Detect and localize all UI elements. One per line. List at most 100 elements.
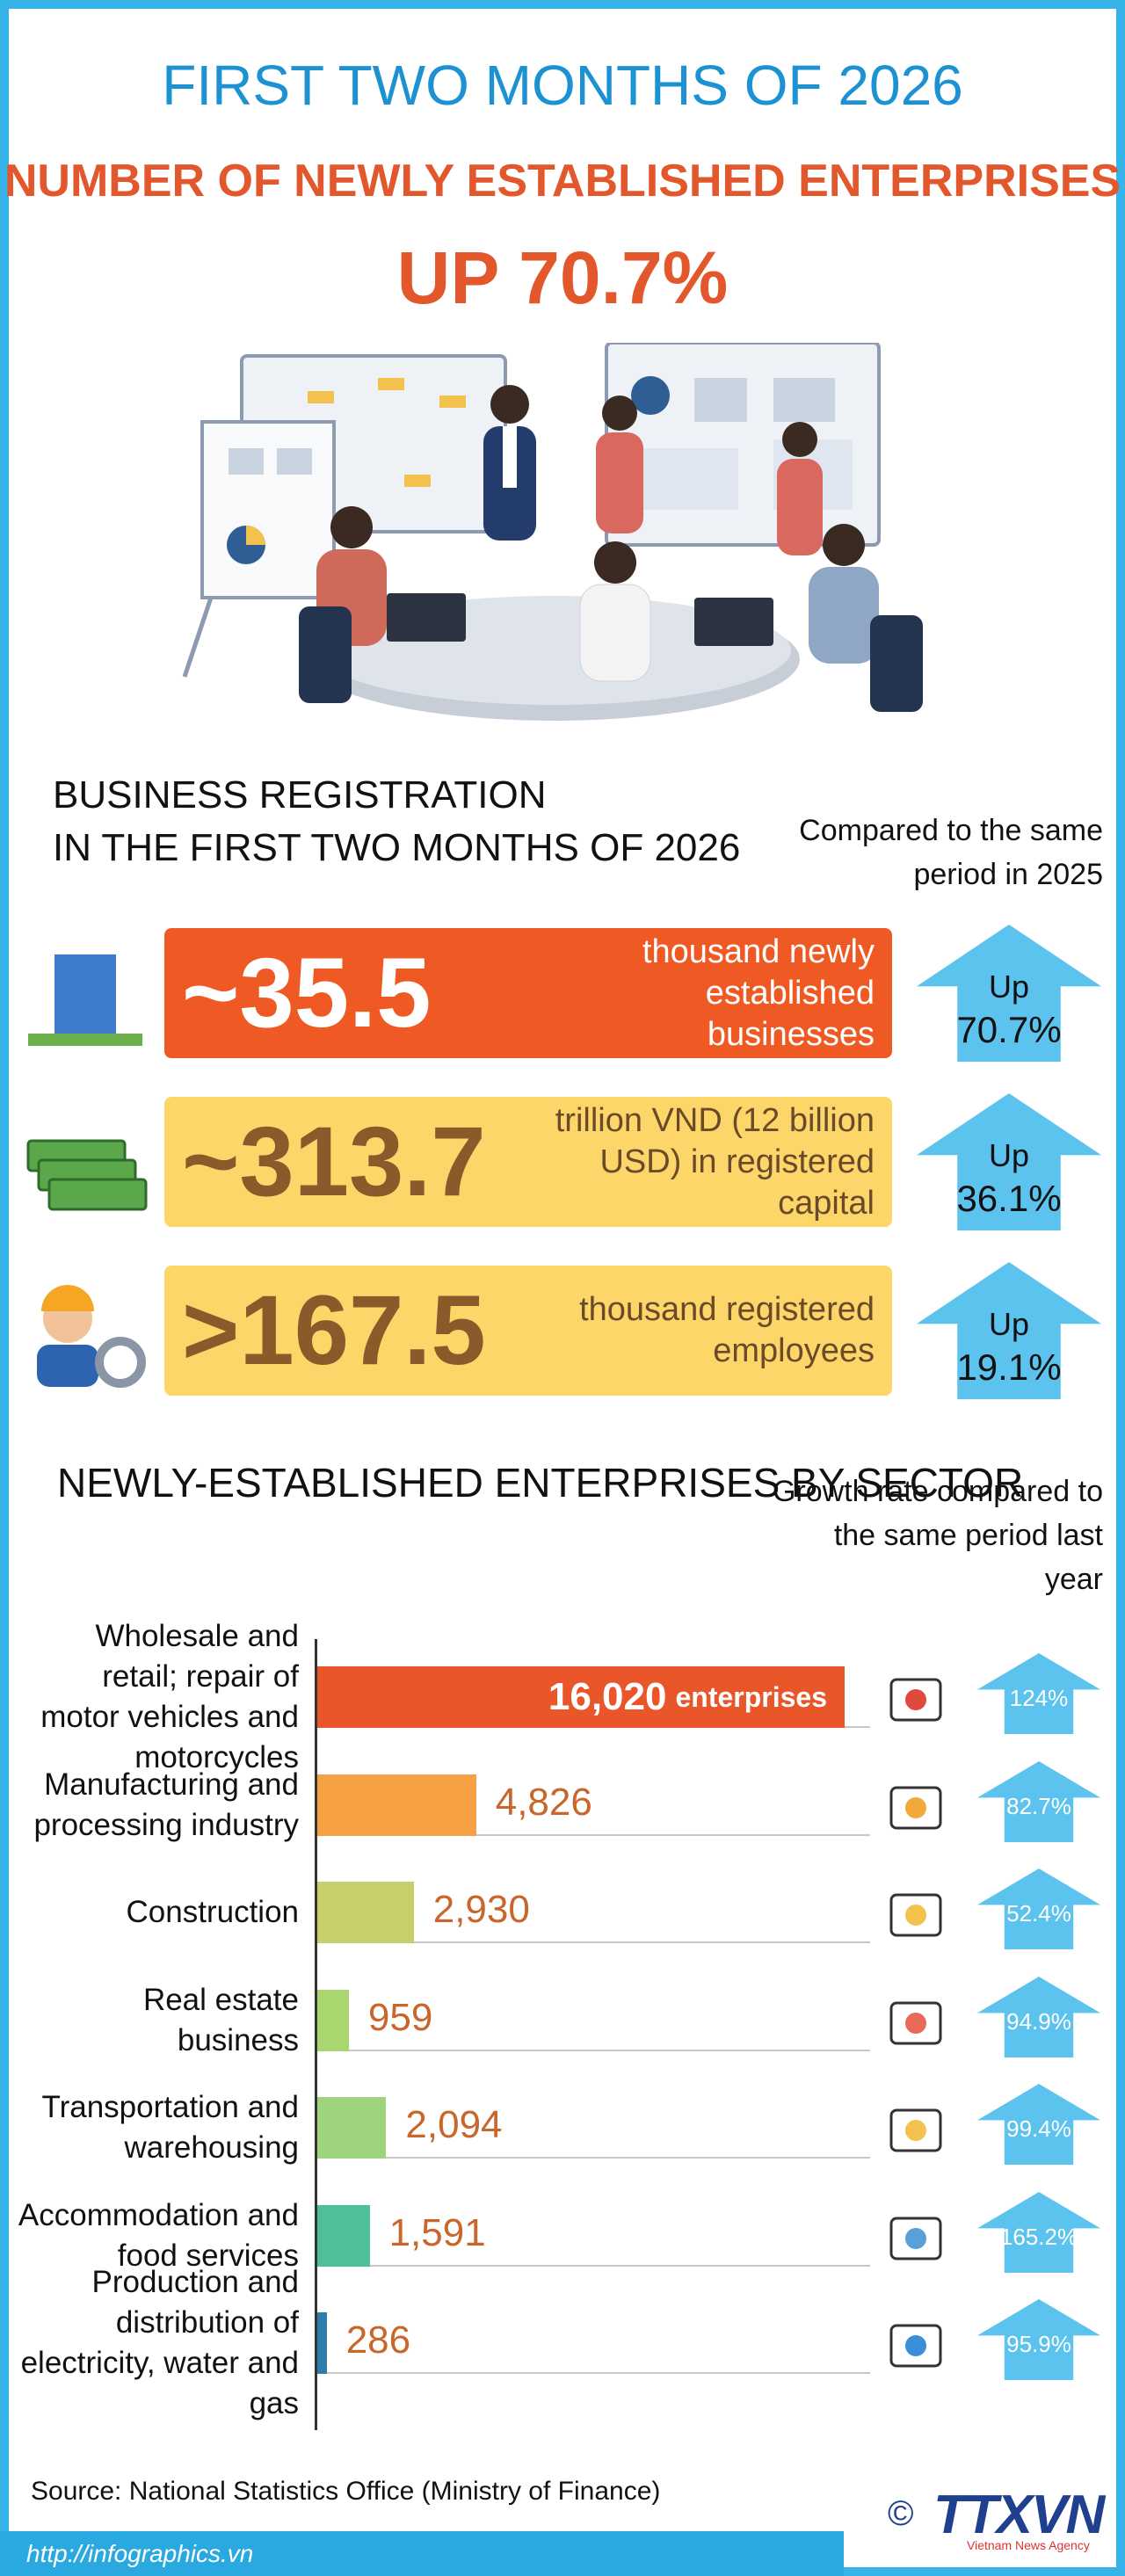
footer-bar: [0, 2531, 844, 2576]
stat-box: >167.5 thousand registered employees: [164, 1266, 892, 1396]
icon-part: [47, 1178, 148, 1211]
value-label: 1,591: [388, 2210, 486, 2254]
arrow-shape: [917, 925, 1101, 1062]
growth-label: 165.2%: [999, 2223, 1078, 2250]
page-highlight: UP 70.7%: [396, 236, 729, 319]
icon-part: [905, 2120, 926, 2141]
value-label: 959: [367, 1995, 433, 2039]
icon-part: [905, 1905, 926, 1926]
guide-line: [386, 2157, 870, 2159]
stat-icon: [28, 954, 142, 1046]
stat-icon: [26, 1139, 148, 1211]
stat-description: trillion VND (12 billion USD) in registe…: [555, 1101, 875, 1222]
change-value: 70.7%: [956, 1009, 1062, 1050]
value-label: 4,826: [495, 1780, 592, 1824]
arrow-shape: [977, 1869, 1100, 1949]
stat-value: ~35.5: [182, 938, 432, 1048]
arrow-shape: [917, 1093, 1101, 1230]
icon-part: [905, 2227, 926, 2249]
sector-icon: [889, 2108, 942, 2152]
icon-part: [905, 1796, 926, 1818]
bar: [317, 2097, 387, 2159]
growth-label: 124%: [1009, 1685, 1069, 1711]
guide-line: [326, 2372, 870, 2374]
stat-icon: [37, 1285, 146, 1388]
guide-line: [348, 2049, 870, 2051]
growth-arrow: [977, 1976, 1100, 2057]
guide-line: [845, 1726, 870, 1728]
value-label: 2,930: [432, 1888, 530, 1931]
arrow-shape: [917, 1262, 1101, 1399]
value-label: 286: [345, 2318, 411, 2362]
bar: [317, 1989, 349, 2051]
growth-arrow: [977, 1869, 1100, 1949]
change-arrow: [917, 1093, 1101, 1230]
growth-label: 52.4%: [1006, 1900, 1071, 1927]
arrow-shape: [977, 1760, 1100, 1842]
category-label: Construction: [126, 1895, 299, 1929]
icon-part: [41, 1285, 94, 1311]
chart-note: Growth rate compared to the same period …: [772, 1475, 1103, 1596]
category-label: Wholesale and retail; repair of motor ve…: [40, 1619, 299, 1774]
page-subtitle: NUMBER OF NEWLY ESTABLISHED ENTERPRISES: [4, 156, 1121, 207]
url: http://infographics.vn: [26, 2540, 254, 2567]
icon-part: [37, 1345, 98, 1387]
chart-title: NEWLY-ESTABLISHED ENTERPRISES BY SECTOR: [57, 1460, 1024, 1506]
change-arrow: [917, 925, 1101, 1062]
bar: [317, 1774, 476, 1836]
sector-icon: [889, 1678, 942, 1722]
arrow-shape: [977, 1976, 1100, 2057]
change-value: 19.1%: [956, 1346, 1062, 1388]
sector-icon: [889, 2217, 942, 2260]
change-value: 36.1%: [956, 1178, 1062, 1219]
growth-arrow: [977, 2191, 1100, 2273]
sector-icon: [889, 1786, 942, 1829]
growth-label: 95.9%: [1006, 2331, 1071, 2357]
arrow-shape: [977, 2299, 1100, 2380]
icon-part: [54, 954, 116, 1042]
value-number: 16,020: [548, 1675, 667, 1718]
change-label: Up: [988, 1137, 1030, 1173]
stat-value: >167.5: [182, 1275, 486, 1385]
stat-box: ~35.5 thousand newly established business…: [164, 928, 892, 1058]
bar: [317, 2204, 370, 2267]
arrow-shape: [977, 2191, 1100, 2273]
icon-part: [905, 1689, 926, 1710]
sector-icon: [889, 2001, 942, 2044]
value-label: 16,020 enterprises: [317, 1666, 827, 1728]
page-title: FIRST TWO MONTHS OF 2026: [162, 54, 963, 117]
icon-part: [905, 2335, 926, 2356]
logo-caption: Vietnam News Agency: [967, 2538, 1090, 2552]
stat-description: thousand newly established businesses: [642, 932, 875, 1053]
growth-arrow: [977, 1653, 1100, 1734]
guide-line: [413, 1941, 870, 1943]
stat-box: ~313.7 trillion VND (12 billion USD) in r…: [164, 1097, 892, 1227]
stat-description: thousand registered employees: [579, 1291, 875, 1369]
source: Source: National Statistics Office (Mini…: [31, 2477, 661, 2506]
sector-icon: [889, 1893, 942, 1937]
value-label: 2,094: [405, 2103, 503, 2146]
category-label: Transportation and warehousing: [41, 2090, 300, 2165]
bar: [317, 1882, 414, 1943]
change-label: Up: [988, 1306, 1030, 1342]
arrow-shape: [977, 1653, 1100, 1734]
category-label: Real estate business: [142, 1982, 299, 2057]
comparison-note: Compared to the same period in 2025: [799, 814, 1103, 891]
logo: TTXVN: [933, 2485, 1105, 2545]
growth-label: 94.9%: [1006, 2007, 1071, 2035]
category-label: Production and distribution of electrici…: [20, 2265, 299, 2420]
growth-arrow: [977, 1760, 1100, 1842]
growth-arrow: [977, 2299, 1100, 2380]
category-label: Manufacturing and processing industry: [33, 1767, 299, 1842]
arrow-shape: [977, 2084, 1100, 2165]
growth-label: 82.7%: [1006, 1792, 1071, 1819]
icon-part: [95, 1337, 146, 1388]
guide-line: [369, 2264, 870, 2267]
value-unit: enterprises: [675, 1680, 827, 1713]
bar: [317, 2312, 327, 2374]
bar: [317, 1666, 845, 1728]
icon-part: [905, 2012, 926, 2034]
sector-icon: [889, 2324, 942, 2368]
illustration: [182, 343, 923, 721]
